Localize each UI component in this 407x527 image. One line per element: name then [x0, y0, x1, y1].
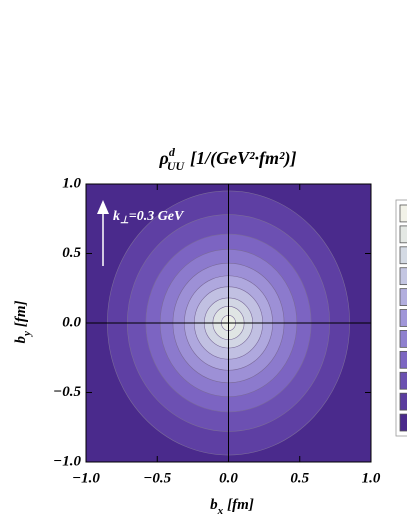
legend-swatch	[399, 330, 407, 348]
x-tick-label: −1.0	[72, 470, 100, 486]
title-superscript: d	[169, 145, 176, 159]
title-symbol: ρ	[159, 148, 169, 168]
x-label-symbol: b	[210, 497, 218, 513]
x-tick-label: 1.0	[362, 470, 381, 486]
x-label-units: [fm]	[227, 497, 254, 513]
y-tick-label: 0.5	[62, 245, 81, 261]
legend-frame	[395, 199, 407, 437]
legend-swatch	[399, 350, 407, 369]
legend-swatch	[399, 288, 407, 306]
chart-title: ρd UU [1/(GeV²·fm²)]	[159, 145, 297, 173]
title-units: [1/(GeV²·fm²)]	[190, 148, 296, 169]
y-label-units: [fm]	[13, 300, 29, 327]
legend-swatch	[399, 267, 407, 286]
x-axis-label: bx [fm]	[210, 497, 254, 516]
legend-swatch	[399, 225, 407, 244]
legend-swatch	[399, 309, 407, 327]
y-label-subscript: y	[21, 331, 33, 338]
y-tick-label: −1.0	[53, 453, 81, 469]
y-tick-label: 1.0	[62, 175, 81, 191]
legend-swatch	[399, 204, 407, 223]
x-tick-label: 0.5	[290, 470, 309, 486]
x-tick-label: −0.5	[143, 470, 171, 486]
annotation-subscript: ⊥	[120, 215, 129, 226]
legend-swatch	[399, 392, 407, 411]
legend-swatch	[399, 413, 407, 432]
legend-swatch	[399, 371, 407, 390]
legend-swatch	[399, 246, 407, 265]
y-label-symbol: b	[13, 336, 29, 344]
annotation-text: =0.3 GeV	[129, 209, 185, 224]
y-tick-label: −0.5	[53, 384, 81, 400]
annotation-symbol: k	[113, 209, 120, 224]
annotation: k⊥=0.3 GeV	[113, 209, 185, 226]
title-subscript: UU	[167, 159, 186, 173]
x-tick-label: 0.0	[219, 470, 238, 486]
y-axis-label: by [fm]	[13, 300, 32, 343]
x-label-subscript: x	[217, 505, 224, 517]
y-tick-label: 0.0	[62, 314, 81, 330]
annotation-arrowhead	[97, 200, 109, 214]
